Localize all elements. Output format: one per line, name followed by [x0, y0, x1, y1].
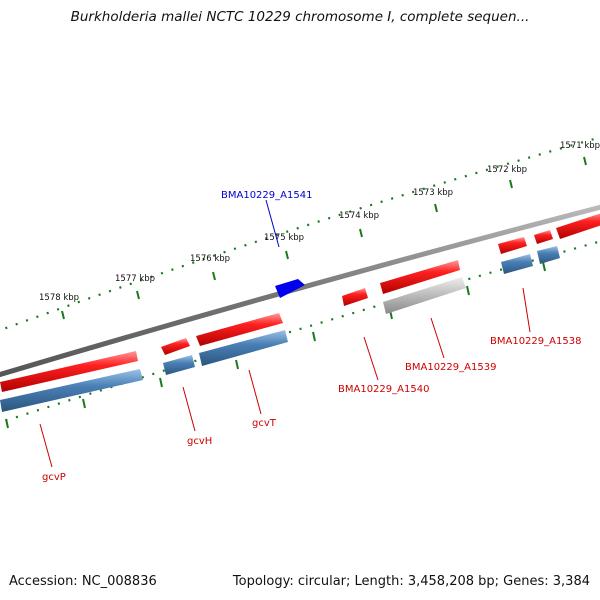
ruler-label-1574: 1574 kbp: [339, 211, 379, 221]
cds-gcvT[interactable]: [199, 330, 288, 366]
genome-stats-text: Topology: circular; Length: 3,458,208 bp…: [232, 574, 590, 589]
ruler-labels: 1571 kbp 1572 kbp 1573 kbp 1574 kbp 1575…: [39, 141, 600, 303]
reverse-cds: [0, 246, 560, 412]
gene-label-gcvP[interactable]: gcvP: [42, 472, 66, 483]
cds-gcvH[interactable]: [163, 355, 195, 375]
ruler-label-1572: 1572 kbp: [487, 165, 527, 175]
ruler-label-1571: 1571 kbp: [560, 141, 600, 151]
gene-gcvT-arrow[interactable]: [196, 313, 283, 346]
outer-ruler: [0, 136, 600, 332]
gene-next-arrow[interactable]: [556, 212, 600, 239]
gene-gcvH-arrow[interactable]: [161, 338, 190, 355]
outer-ruler-major-ticks: [61, 156, 587, 320]
ruler-label-1575: 1575 kbp: [264, 233, 304, 243]
leader-lines: [39, 199, 531, 468]
ruler-label-1577: 1577 kbp: [115, 274, 155, 284]
gene-gcvP-arrow[interactable]: [0, 351, 138, 392]
gene-a1541-arrow[interactable]: [275, 279, 305, 298]
ruler-label-1578: 1578 kbp: [39, 293, 79, 303]
gene-label-gcvT[interactable]: gcvT: [252, 418, 277, 429]
gene-labels: BMA10229_A1541 BMA10229_A1540 BMA10229_A…: [42, 190, 581, 483]
gene-label-a1538[interactable]: BMA10229_A1538: [490, 336, 581, 347]
cds-a1538-a[interactable]: [501, 254, 533, 274]
pseudo-a1539[interactable]: [383, 277, 466, 314]
map-title: Burkholderia mallei NCTC 10229 chromosom…: [70, 9, 530, 25]
cds-gcvP[interactable]: [0, 369, 143, 412]
gene-a1539-arrow[interactable]: [380, 260, 460, 294]
chromosome-backbone: [0, 204, 600, 378]
gene-a1538-red-b[interactable]: [534, 230, 553, 244]
ruler-label-1576: 1576 kbp: [190, 254, 230, 264]
gene-label-a1541[interactable]: BMA10229_A1541: [221, 190, 312, 201]
accession-text: Accession: NC_008836: [9, 574, 157, 589]
forward-genes: [0, 212, 600, 392]
ruler-label-1573: 1573 kbp: [413, 188, 453, 198]
gene-a1540-arrow[interactable]: [342, 288, 368, 306]
gene-a1538-red-a[interactable]: [498, 237, 527, 254]
cds-a1538-b[interactable]: [537, 246, 560, 264]
gene-label-a1540[interactable]: BMA10229_A1540: [338, 384, 429, 395]
gene-label-a1539[interactable]: BMA10229_A1539: [405, 362, 496, 373]
inner-ruler: [0, 240, 600, 424]
gene-label-gcvH[interactable]: gcvH: [187, 436, 212, 447]
